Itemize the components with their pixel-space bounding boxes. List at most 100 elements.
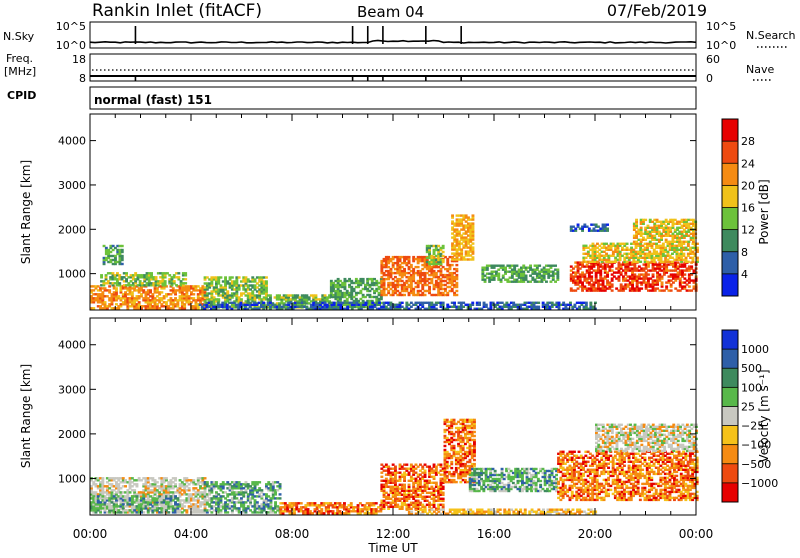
date-title: 07/Feb/2019: [607, 1, 707, 20]
range-gate-cell: [192, 293, 195, 295]
colorbar-tick-label: 12: [741, 224, 755, 237]
range-gate-cell: [176, 497, 179, 499]
range-gate-cell: [529, 265, 532, 267]
range-gate-cell: [472, 214, 475, 216]
range-gate-cell: [177, 276, 180, 278]
range-gate-cell: [165, 477, 168, 479]
range-gate-cell: [136, 495, 139, 497]
range-gate-cell: [136, 483, 139, 485]
range-gate-cell: [455, 268, 458, 270]
y-tick-label: 2000: [58, 223, 86, 236]
range-gate-cell: [424, 294, 427, 296]
range-gate-cell: [471, 302, 474, 304]
range-gate-cell: [142, 495, 145, 497]
colorbar-segment: [722, 274, 738, 296]
colorbar-tick-label: 8: [741, 246, 748, 259]
y-tick-label: 3000: [58, 179, 86, 192]
range-gate-cell: [156, 481, 159, 483]
range-gate-cell: [173, 280, 176, 282]
range-gate-cell: [428, 286, 431, 288]
range-gate-cell: [365, 302, 368, 304]
range-gate-cell: [175, 284, 178, 286]
range-gate-cell: [516, 265, 519, 267]
range-gate-cell: [260, 489, 263, 491]
range-gate-cell: [665, 285, 668, 287]
range-gate-cell: [451, 264, 454, 266]
range-gate-cell: [606, 224, 609, 226]
range-gate-cell: [611, 289, 614, 291]
colorbar-segment: [722, 230, 738, 252]
cpid-label: CPID: [7, 89, 36, 102]
range-gate-cell: [556, 269, 559, 271]
range-gate-cell: [149, 289, 152, 291]
range-gate-cell: [455, 264, 458, 266]
range-gate-cell: [188, 487, 191, 489]
colorbar-segment: [722, 163, 738, 185]
nsky-tick-top: 10^5: [56, 20, 86, 33]
freq-tick-bottom: 8: [79, 72, 86, 85]
range-gate-cell: [690, 265, 693, 267]
range-gate-cell: [661, 281, 664, 283]
range-gate-cell: [537, 306, 540, 308]
range-gate-cell: [265, 280, 268, 282]
range-gate-cell: [662, 243, 665, 245]
range-gate-cell: [525, 275, 528, 277]
range-gate-cell: [639, 261, 642, 263]
nsearch-tick-bottom: 10^0: [706, 39, 736, 52]
range-gate-cell: [240, 298, 243, 300]
freq-panel: Freq. [MHz] 18 8 60 0 Nave: [4, 52, 774, 85]
range-gate-cell: [104, 301, 107, 303]
range-gate-cell: [315, 294, 318, 296]
range-gate-cell: [472, 242, 475, 244]
range-gate-cell: [635, 219, 638, 221]
nsky-label: N.Sky: [3, 30, 35, 43]
range-gate-cell: [155, 276, 158, 278]
range-gate-cell: [167, 511, 170, 513]
range-gate-cell: [442, 255, 445, 257]
colorbar-tick-label: 16: [741, 202, 755, 215]
range-gate-cell: [545, 281, 548, 283]
range-gate-cell: [206, 481, 209, 483]
colorbar-segment: [722, 208, 738, 230]
range-gate-cell: [121, 255, 124, 257]
range-gate-cell: [611, 283, 614, 285]
range-gate-cell: [108, 285, 111, 287]
range-gate-cell: [403, 294, 406, 296]
y-tick-label: 1000: [58, 268, 86, 281]
nave-tick-top: 60: [706, 53, 720, 66]
range-gate-cell: [138, 301, 141, 303]
range-gate-cell: [401, 302, 404, 304]
range-gate-cell: [455, 274, 458, 276]
range-gate-cell: [442, 302, 445, 304]
range-gate-cell: [442, 245, 445, 247]
range-gate-cell: [125, 272, 128, 274]
range-gate-cell: [626, 243, 629, 245]
beam-title: Beam 04: [357, 3, 424, 21]
range-gate-cell: [101, 477, 104, 479]
range-gate-cell: [303, 302, 306, 304]
range-gate-cell: [451, 214, 454, 216]
range-gate-cell: [644, 219, 647, 221]
colorbar-tick-label: 20: [741, 179, 755, 192]
range-gate-cell: [124, 509, 127, 511]
power-heatmap: [90, 214, 699, 310]
range-gate-cell: [590, 275, 593, 277]
range-gate-cell: [184, 272, 187, 274]
range-gate-cell: [100, 274, 103, 276]
range-gate-cell: [256, 501, 259, 503]
range-gate-cell: [183, 505, 186, 507]
range-gate-cell: [403, 268, 406, 270]
velocity-heatmap: [90, 419, 699, 515]
range-gate-cell: [265, 276, 268, 278]
range-gate-cell: [279, 493, 282, 495]
range-gate-cell: [577, 224, 580, 226]
y-tick-label: 4000: [58, 135, 86, 148]
range-gate-cell: [647, 273, 650, 275]
freq-tick-top: 18: [72, 53, 86, 66]
range-gate-cell: [378, 302, 381, 304]
range-gate-cell: [606, 228, 609, 230]
range-gate-cell: [279, 497, 282, 499]
range-gate-cell: [485, 304, 488, 306]
